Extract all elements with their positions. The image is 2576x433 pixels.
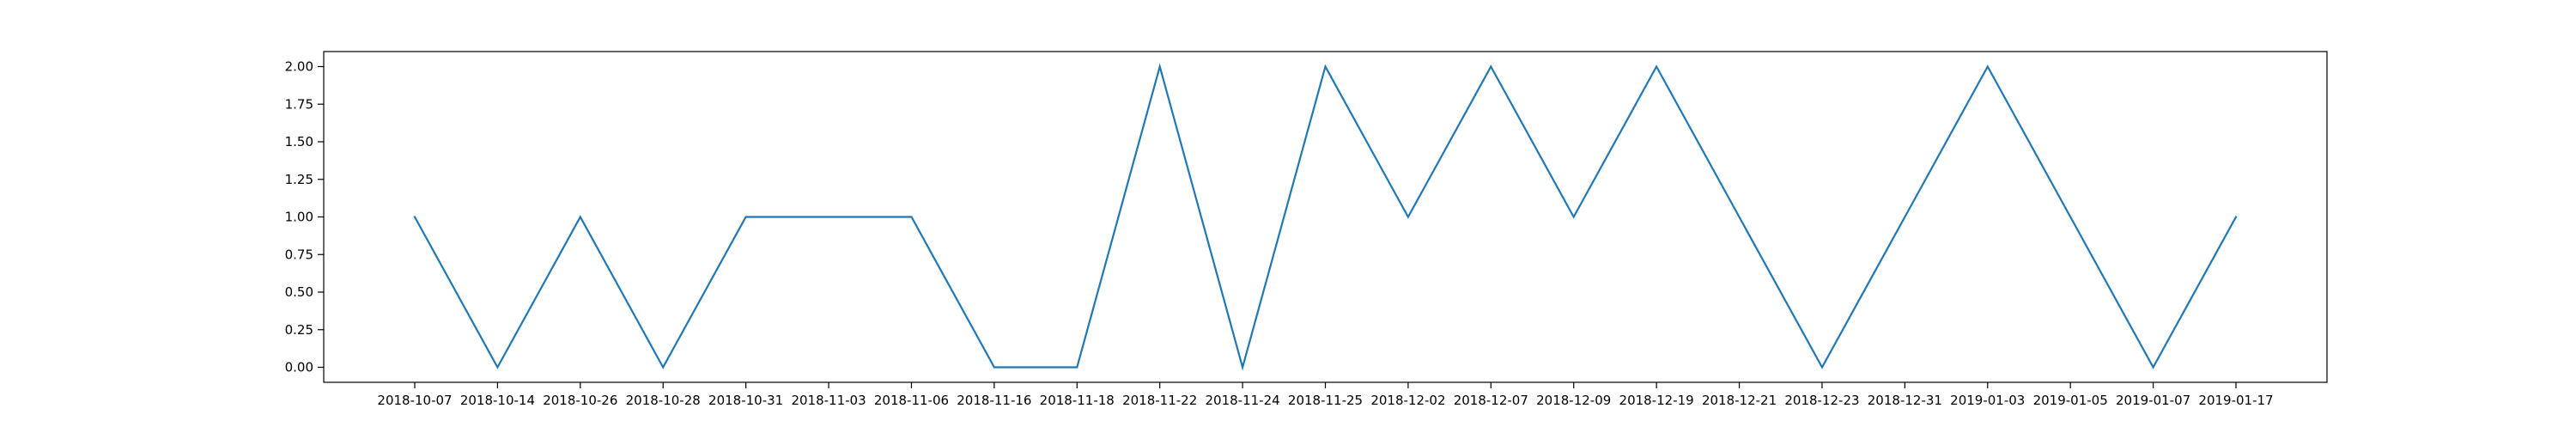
x-tick-label: 2018-12-31 xyxy=(1868,393,1942,408)
x-tick-label: 2018-10-14 xyxy=(460,393,535,408)
x-tick-label: 2018-12-02 xyxy=(1370,393,1445,408)
y-tick-label: 0.75 xyxy=(285,247,313,262)
x-tick-label: 2018-12-19 xyxy=(1619,393,1694,408)
x-tick-label: 2018-11-24 xyxy=(1205,393,1279,408)
x-tick-label: 2018-11-25 xyxy=(1288,393,1363,408)
x-tick-label: 2018-11-16 xyxy=(957,393,1031,408)
y-tick-label: 1.00 xyxy=(285,210,313,225)
x-tick-label: 2018-11-18 xyxy=(1040,393,1115,408)
x-tick-label: 2018-12-21 xyxy=(1702,393,1777,408)
x-tick-label: 2019-01-03 xyxy=(1950,393,2025,408)
x-tick-label: 2019-01-07 xyxy=(2116,393,2190,408)
x-tick-label: 2018-11-22 xyxy=(1122,393,1197,408)
x-tick-label: 2019-01-05 xyxy=(2033,393,2108,408)
y-tick-label: 0.50 xyxy=(285,284,313,300)
x-tick-label: 2018-10-07 xyxy=(377,393,452,408)
x-tick-label: 2018-11-06 xyxy=(874,393,949,408)
y-tick-label: 1.25 xyxy=(285,172,313,187)
y-tick-label: 0.00 xyxy=(285,360,313,375)
y-tick-label: 2.00 xyxy=(285,59,313,75)
x-tick-label: 2018-10-28 xyxy=(626,393,701,408)
x-tick-label: 2018-12-23 xyxy=(1784,393,1859,408)
x-tick-label: 2018-12-07 xyxy=(1454,393,1528,408)
x-tick-label: 2018-10-31 xyxy=(708,393,783,408)
x-tick-label: 2018-10-26 xyxy=(543,393,617,408)
x-tick-label: 2018-11-03 xyxy=(791,393,866,408)
y-tick-label: 0.25 xyxy=(285,322,313,338)
y-tick-label: 1.75 xyxy=(285,96,313,112)
x-tick-label: 2019-01-17 xyxy=(2198,393,2273,408)
y-tick-label: 1.50 xyxy=(285,134,313,149)
x-tick-label: 2018-12-09 xyxy=(1536,393,1611,408)
